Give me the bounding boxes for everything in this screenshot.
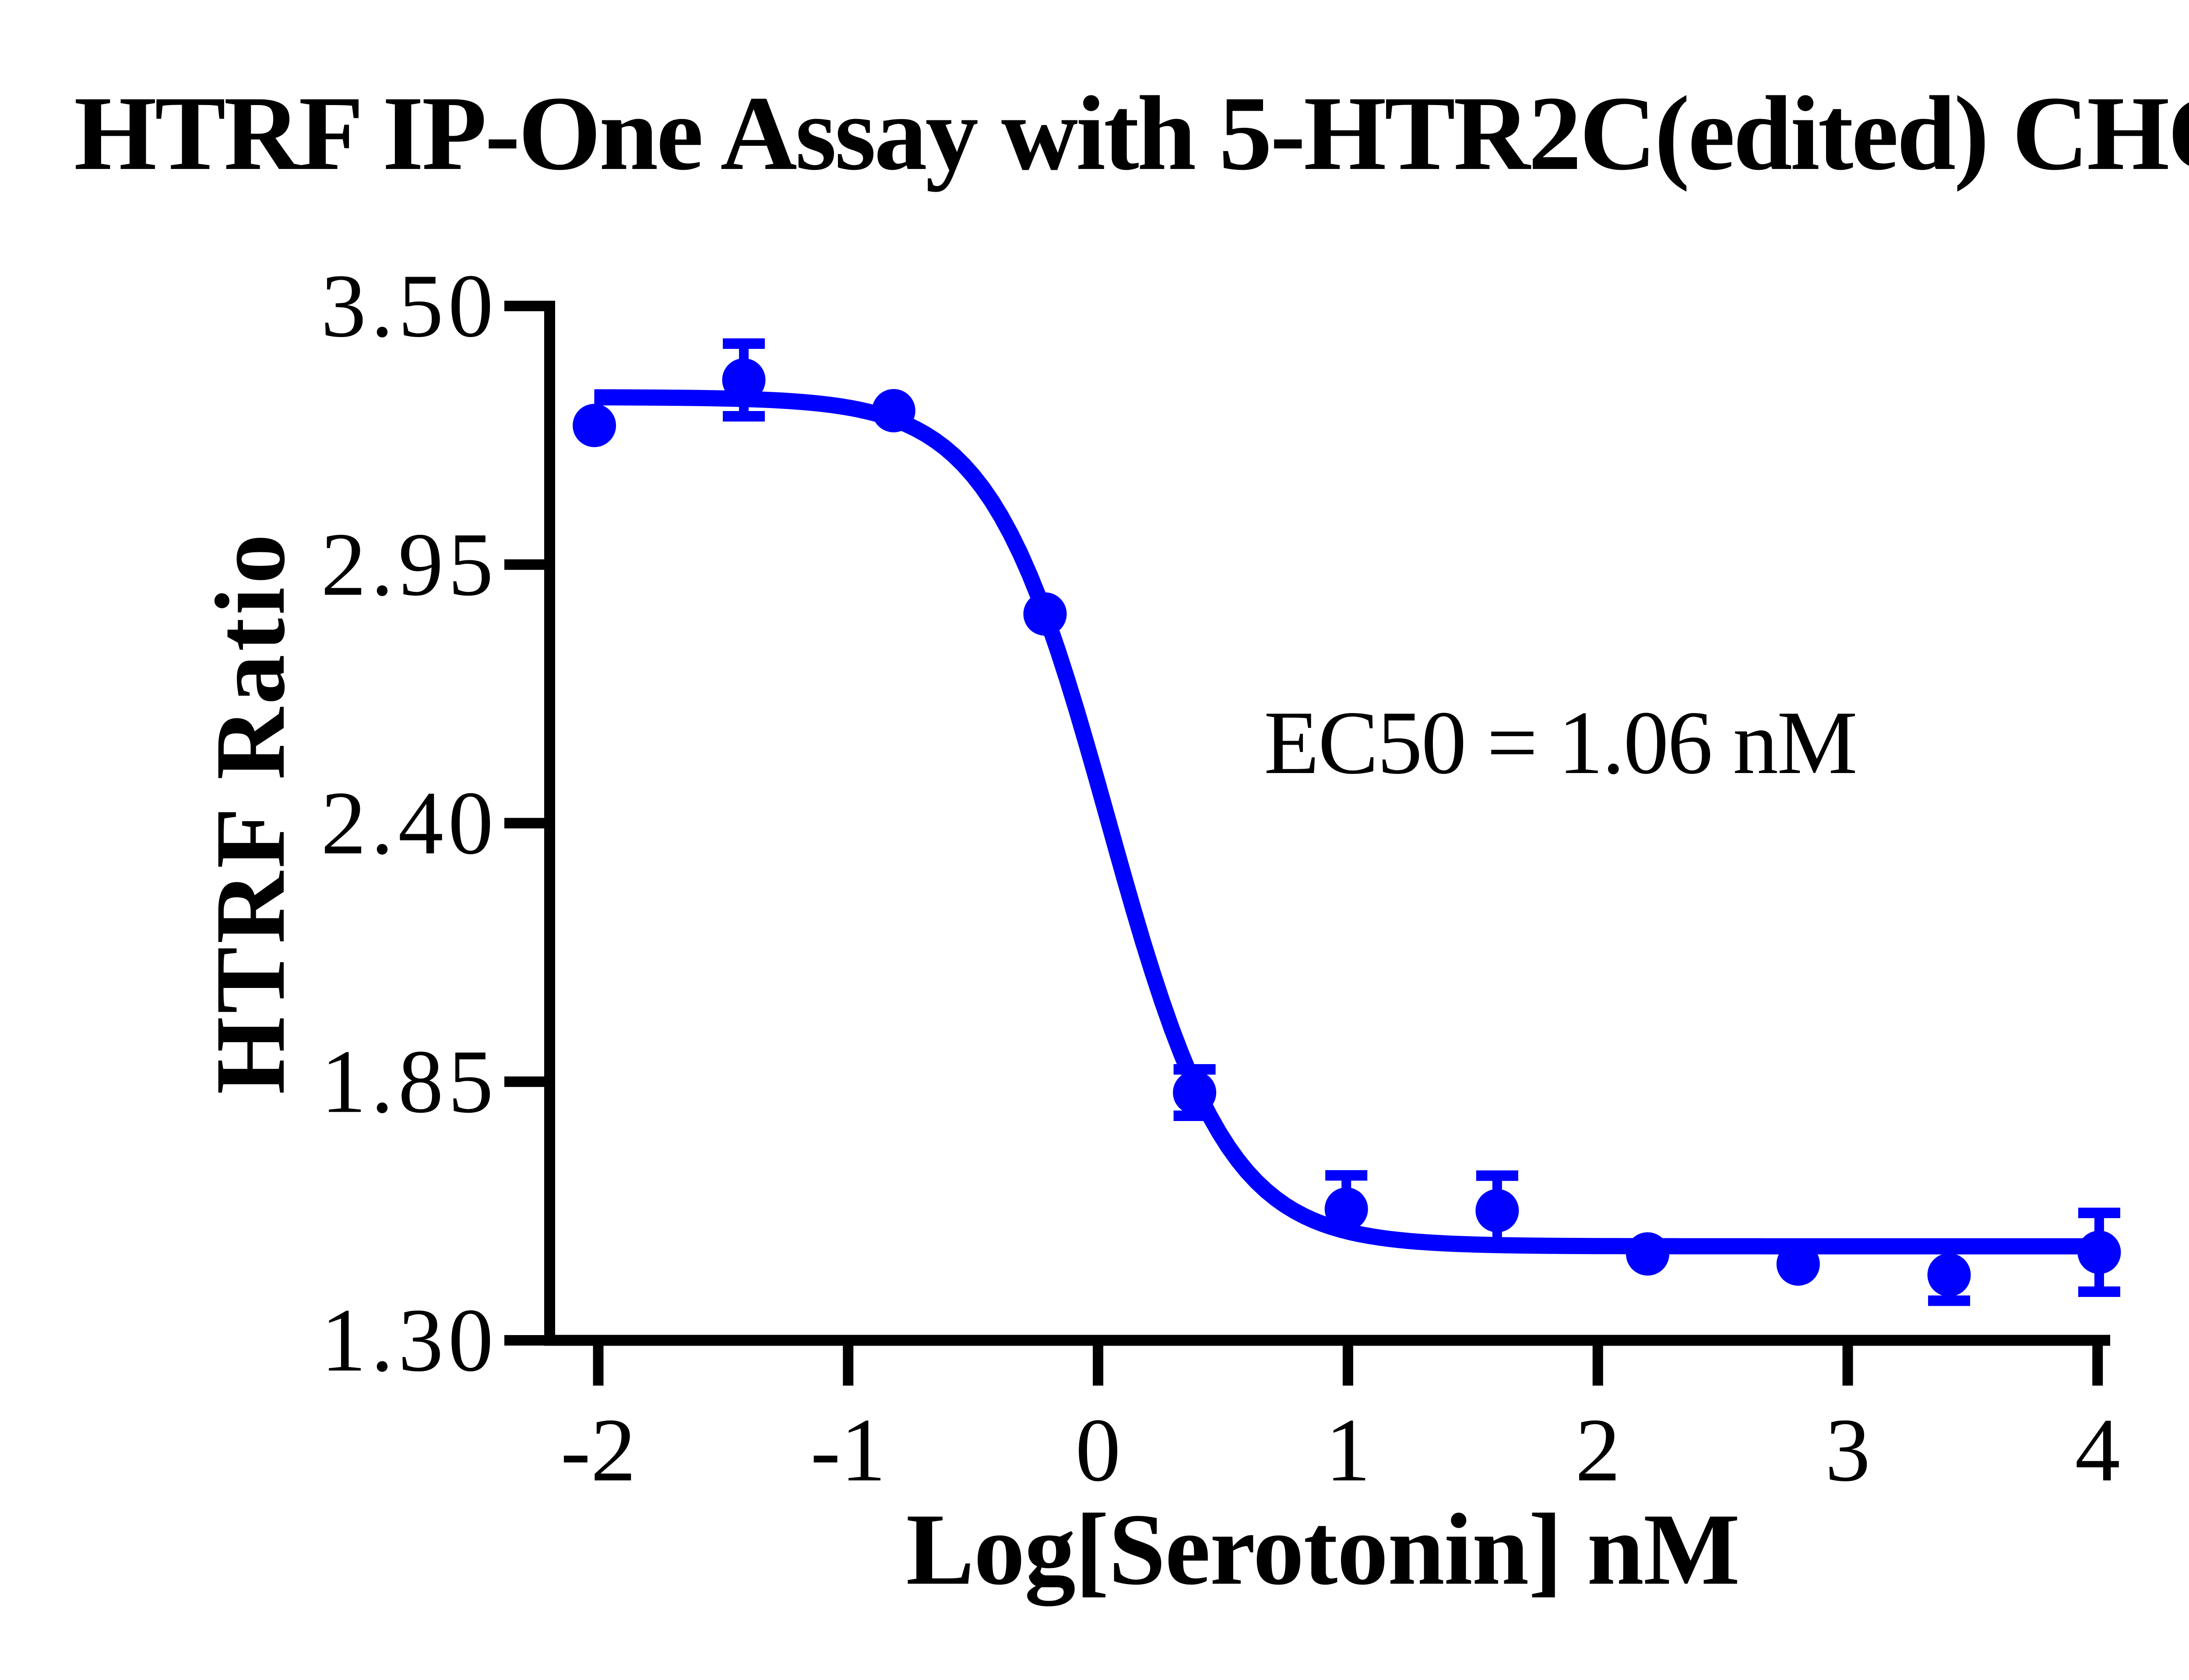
svg-text:1.30: 1.30 (321, 1290, 493, 1390)
svg-text:EC50 = 1.06 nM: EC50 = 1.06 nM (1264, 692, 1858, 793)
svg-text:3.50: 3.50 (321, 256, 493, 356)
svg-text:2: 2 (1575, 1400, 1621, 1500)
svg-text:-1: -1 (810, 1400, 886, 1500)
svg-text:-2: -2 (560, 1400, 636, 1500)
svg-text:0: 0 (1075, 1400, 1121, 1500)
svg-text:2.40: 2.40 (321, 773, 493, 873)
svg-text:1.85: 1.85 (321, 1031, 493, 1132)
svg-text:1: 1 (1325, 1400, 1371, 1500)
svg-text:3: 3 (1825, 1400, 1871, 1500)
svg-text:Log[Serotonin] nM: Log[Serotonin] nM (906, 1492, 1740, 1606)
svg-text:HTRF IP-One Assay with 5-HTR2C: HTRF IP-One Assay with 5-HTR2C(edited) C… (74, 74, 2189, 192)
svg-text:HTRF Ratio: HTRF Ratio (195, 534, 306, 1094)
svg-text:4: 4 (2075, 1400, 2120, 1500)
svg-text:2.95: 2.95 (321, 514, 493, 615)
